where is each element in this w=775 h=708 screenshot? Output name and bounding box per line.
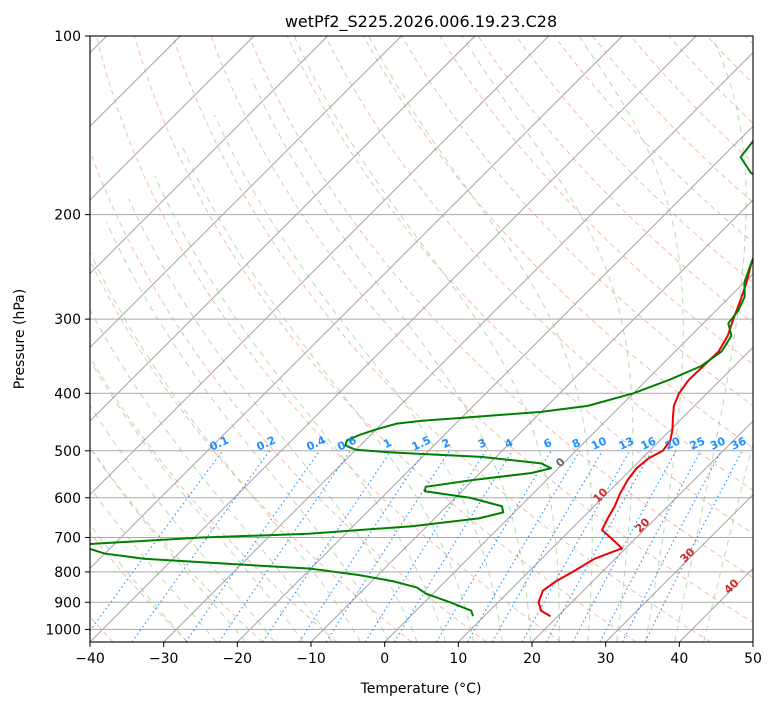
x-tick-label: −30	[149, 651, 179, 667]
isotherm-line	[90, 36, 623, 569]
moist-adiabat-line	[90, 486, 217, 642]
dry-adiabat-line	[95, 36, 562, 642]
isotherm-line	[458, 346, 753, 642]
series-layer	[90, 139, 753, 618]
mixing-ratio-label: 10	[589, 434, 609, 452]
isotherm-line	[237, 125, 753, 642]
isotherm-line	[90, 36, 328, 275]
isotherm-line	[90, 36, 697, 642]
moist-adiabat-line	[90, 359, 304, 642]
dry-adiabat-line	[172, 36, 711, 642]
mixing-ratio-line	[262, 450, 392, 642]
dry-adiabat-line	[90, 149, 487, 642]
dry-adiabat-line	[439, 36, 753, 365]
moist-adiabat-line	[128, 198, 418, 642]
y-tick-label: 1000	[45, 622, 81, 638]
mixing-ratio-line	[364, 450, 487, 642]
x-tick-label: 40	[670, 651, 688, 667]
isotherm-line	[90, 36, 549, 496]
x-axis-label: Temperature (°C)	[360, 681, 482, 697]
mixing-ratio-label: 25	[688, 434, 707, 452]
mixing-ratio-line	[393, 450, 513, 642]
mixing-ratio-layer	[90, 450, 743, 642]
dry-adiabat-line	[90, 446, 263, 642]
x-tick-label: 30	[597, 651, 615, 667]
mixing-ratio-label: 36	[729, 434, 749, 452]
isotherm-line	[163, 52, 753, 642]
plot-frame	[89, 35, 754, 643]
y-tick-label: 800	[54, 565, 81, 581]
dry-adiabat-line	[210, 36, 753, 623]
isotherm-line	[384, 273, 753, 642]
temperature-profile-line	[537, 256, 753, 618]
moist-adiabat-line	[90, 250, 361, 642]
y-tick-label: 900	[54, 595, 81, 611]
dry-adiabat-line	[90, 356, 338, 642]
moist-adiabat-line	[106, 222, 390, 642]
dry-adiabat-line	[515, 36, 753, 284]
chart-title: wetPf2_S225.2026.006.19.23.C28	[285, 12, 557, 32]
x-tick-label: 50	[744, 651, 762, 667]
y-tick-label: 400	[54, 386, 81, 402]
x-tick-label: 10	[449, 651, 467, 667]
isotherm-line	[90, 36, 402, 348]
axes-layer: −40 −30 −20 −10 0 10 20 30 40 50 100 200 300 400 500 60…	[45, 29, 762, 667]
dry-adiabat-line	[401, 36, 753, 407]
mixing-ratio-line	[467, 450, 581, 642]
x-tick-label: 20	[523, 651, 541, 667]
y-axis-label: Pressure (hPa)	[12, 289, 28, 389]
y-tick-label: 500	[54, 444, 81, 460]
isotherm-line	[531, 420, 753, 642]
mixing-ratio-label: 20	[663, 434, 683, 452]
mixing-ratio-label: 30	[708, 434, 728, 452]
isotherm-line	[90, 36, 476, 422]
moist-adiabat-line	[368, 36, 593, 642]
isotherm-line	[605, 494, 753, 642]
moist-adiabat-line	[578, 36, 684, 642]
x-tick-label: 0	[380, 651, 389, 667]
y-tick-label: 300	[54, 312, 81, 328]
isotherm-line	[90, 36, 255, 201]
mixing-ratio-label: 16	[639, 434, 659, 452]
dry-adiabat-line	[248, 36, 753, 579]
mixing-ratio-label: 13	[617, 434, 636, 452]
moist-adiabat-line	[293, 36, 560, 642]
y-tick-label: 700	[54, 531, 81, 547]
x-tick-label: −40	[75, 651, 105, 667]
moist-adiabat-line	[182, 147, 475, 642]
y-tick-label: 200	[54, 208, 81, 224]
moist-adiabat-line	[90, 405, 275, 642]
isotherm-line	[310, 199, 753, 642]
moist-adiabat-line	[461, 36, 634, 642]
dry-adiabat-line	[286, 36, 753, 535]
mixing-ratio-line	[298, 450, 426, 642]
moist-adiabat-line	[674, 36, 747, 642]
x-tick-label: −10	[296, 651, 326, 667]
moist-adiabat-line	[214, 115, 503, 642]
mixing-ratio-line	[599, 450, 702, 642]
mixing-ratio-line	[325, 450, 451, 642]
mixing-ratio-line	[435, 450, 552, 642]
grid-layer	[90, 36, 753, 642]
dewpoint-profile-line	[90, 139, 753, 617]
dry-adiabat-line	[90, 532, 189, 642]
moist-adiabat-line	[154, 175, 446, 642]
y-tick-label: 100	[54, 29, 81, 45]
y-tick-label: 600	[54, 491, 81, 507]
mixing-ratio-line	[572, 450, 677, 642]
mixing-ratio-line	[218, 450, 351, 642]
annotation-layer: 0.10.20.40.611.52346810131620253036-100-…	[208, 433, 749, 596]
moist-adiabat-line	[90, 308, 333, 642]
moist-adiabat-line	[703, 441, 753, 642]
x-tick-label: −20	[223, 651, 253, 667]
